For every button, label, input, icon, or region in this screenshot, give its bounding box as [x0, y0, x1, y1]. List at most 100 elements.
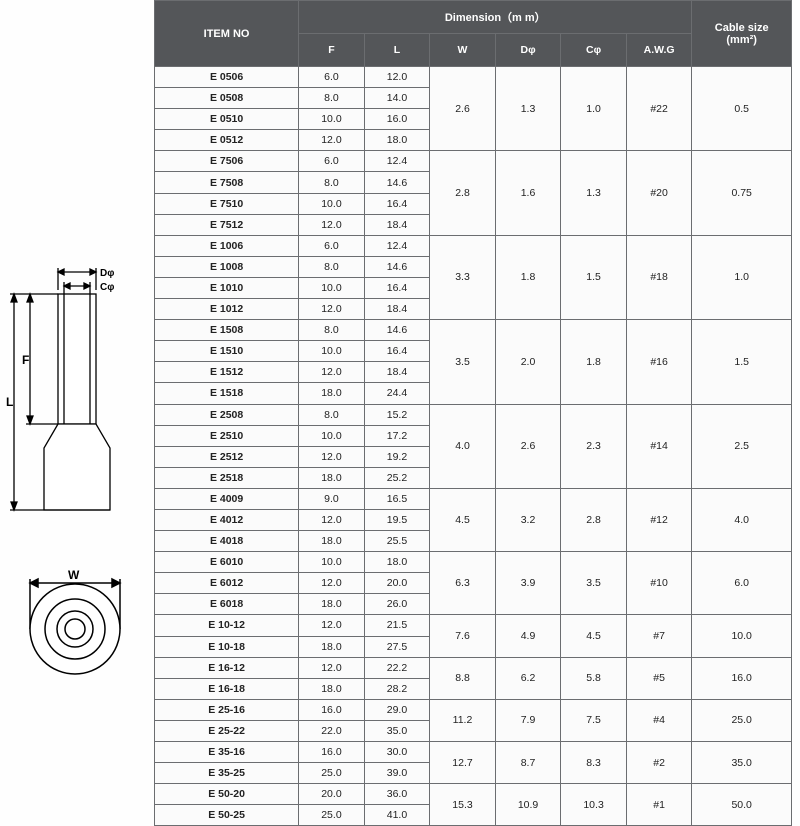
cell-awg: #22: [626, 67, 692, 151]
table-row: E 25-1616.029.011.27.97.5#425.0: [155, 699, 792, 720]
cell-f: 16.0: [299, 699, 365, 720]
cell-f: 12.0: [299, 446, 365, 467]
cell-w: 7.6: [430, 615, 496, 657]
cell-f: 8.0: [299, 404, 365, 425]
cell-c: 3.5: [561, 552, 627, 615]
cell-c: 2.3: [561, 404, 627, 488]
cell-item-no: E 7506: [155, 151, 299, 172]
cell-l: 28.2: [364, 678, 430, 699]
th-l: L: [364, 34, 430, 67]
cell-d: 1.8: [495, 235, 561, 319]
cell-item-no: E 2512: [155, 446, 299, 467]
cell-l: 25.2: [364, 467, 430, 488]
cell-awg: #7: [626, 615, 692, 657]
cell-cable: 1.5: [692, 320, 792, 404]
dim-label-l: L: [6, 395, 13, 409]
cell-l: 14.6: [364, 320, 430, 341]
cell-d: 6.2: [495, 657, 561, 699]
cell-l: 19.5: [364, 509, 430, 530]
table-body: E 05066.012.02.61.31.0#220.5E 05088.014.…: [155, 67, 792, 826]
cell-w: 15.3: [430, 784, 496, 826]
cell-f: 12.0: [299, 573, 365, 594]
cell-item-no: E 1518: [155, 383, 299, 404]
cell-cable: 25.0: [692, 699, 792, 741]
cell-c: 1.0: [561, 67, 627, 151]
cell-l: 12.0: [364, 67, 430, 88]
cell-w: 4.5: [430, 488, 496, 551]
table-row: E 16-1212.022.28.86.25.8#516.0: [155, 657, 792, 678]
dim-label-d: Dφ: [100, 268, 114, 279]
cell-c: 10.3: [561, 784, 627, 826]
cell-item-no: E 1006: [155, 235, 299, 256]
cell-c: 1.5: [561, 235, 627, 319]
cell-item-no: E 25-16: [155, 699, 299, 720]
table-header: ITEM NO Dimension（m m） Cable size (mm²) …: [155, 1, 792, 67]
cell-item-no: E 7512: [155, 214, 299, 235]
cell-c: 5.8: [561, 657, 627, 699]
dim-label-w: W: [68, 568, 80, 582]
cell-item-no: E 0506: [155, 67, 299, 88]
table-row: E 25088.015.24.02.62.3#142.5: [155, 404, 792, 425]
cell-f: 9.0: [299, 488, 365, 509]
cell-l: 16.5: [364, 488, 430, 509]
cell-f: 12.0: [299, 299, 365, 320]
cell-item-no: E 7508: [155, 172, 299, 193]
cell-d: 1.6: [495, 151, 561, 235]
cell-f: 10.0: [299, 552, 365, 573]
cell-item-no: E 2508: [155, 404, 299, 425]
cell-l: 17.2: [364, 425, 430, 446]
cell-item-no: E 35-25: [155, 763, 299, 784]
cell-f: 10.0: [299, 341, 365, 362]
cell-l: 12.4: [364, 235, 430, 256]
cell-item-no: E 0512: [155, 130, 299, 151]
cell-item-no: E 6012: [155, 573, 299, 594]
cell-f: 12.0: [299, 362, 365, 383]
th-cable-l1: Cable size: [715, 22, 769, 34]
th-dimension: Dimension（m m）: [299, 1, 692, 34]
table-row: E 10066.012.43.31.81.5#181.0: [155, 235, 792, 256]
cell-f: 22.0: [299, 720, 365, 741]
cell-item-no: E 1012: [155, 299, 299, 320]
cell-item-no: E 1010: [155, 277, 299, 298]
cell-w: 4.0: [430, 404, 496, 488]
cell-l: 20.0: [364, 573, 430, 594]
cell-item-no: E 1508: [155, 320, 299, 341]
cell-l: 25.5: [364, 531, 430, 552]
cell-item-no: E 1512: [155, 362, 299, 383]
cell-l: 16.4: [364, 341, 430, 362]
cell-l: 41.0: [364, 805, 430, 826]
th-f: F: [299, 34, 365, 67]
cell-w: 6.3: [430, 552, 496, 615]
cell-l: 24.4: [364, 383, 430, 404]
th-w: W: [430, 34, 496, 67]
cell-d: 2.0: [495, 320, 561, 404]
cell-f: 12.0: [299, 657, 365, 678]
cell-awg: #12: [626, 488, 692, 551]
cell-cable: 0.5: [692, 67, 792, 151]
cell-d: 8.7: [495, 742, 561, 784]
cell-f: 6.0: [299, 67, 365, 88]
table-row: E 601010.018.06.33.93.5#106.0: [155, 552, 792, 573]
cell-d: 1.3: [495, 67, 561, 151]
cell-awg: #1: [626, 784, 692, 826]
cell-l: 18.0: [364, 552, 430, 573]
cell-cable: 10.0: [692, 615, 792, 657]
cell-item-no: E 16-12: [155, 657, 299, 678]
cell-f: 6.0: [299, 151, 365, 172]
cell-f: 18.0: [299, 467, 365, 488]
cell-f: 18.0: [299, 383, 365, 404]
cell-item-no: E 1510: [155, 341, 299, 362]
cell-awg: #18: [626, 235, 692, 319]
cell-awg: #2: [626, 742, 692, 784]
th-c: Cφ: [561, 34, 627, 67]
cell-l: 14.6: [364, 172, 430, 193]
cell-c: 7.5: [561, 699, 627, 741]
table-row: E 50-2020.036.015.310.910.3#150.0: [155, 784, 792, 805]
cell-l: 19.2: [364, 446, 430, 467]
cell-l: 27.5: [364, 636, 430, 657]
cell-d: 10.9: [495, 784, 561, 826]
cell-f: 12.0: [299, 214, 365, 235]
table-row: E 05066.012.02.61.31.0#220.5: [155, 67, 792, 88]
cell-c: 2.8: [561, 488, 627, 551]
cell-l: 16.4: [364, 193, 430, 214]
